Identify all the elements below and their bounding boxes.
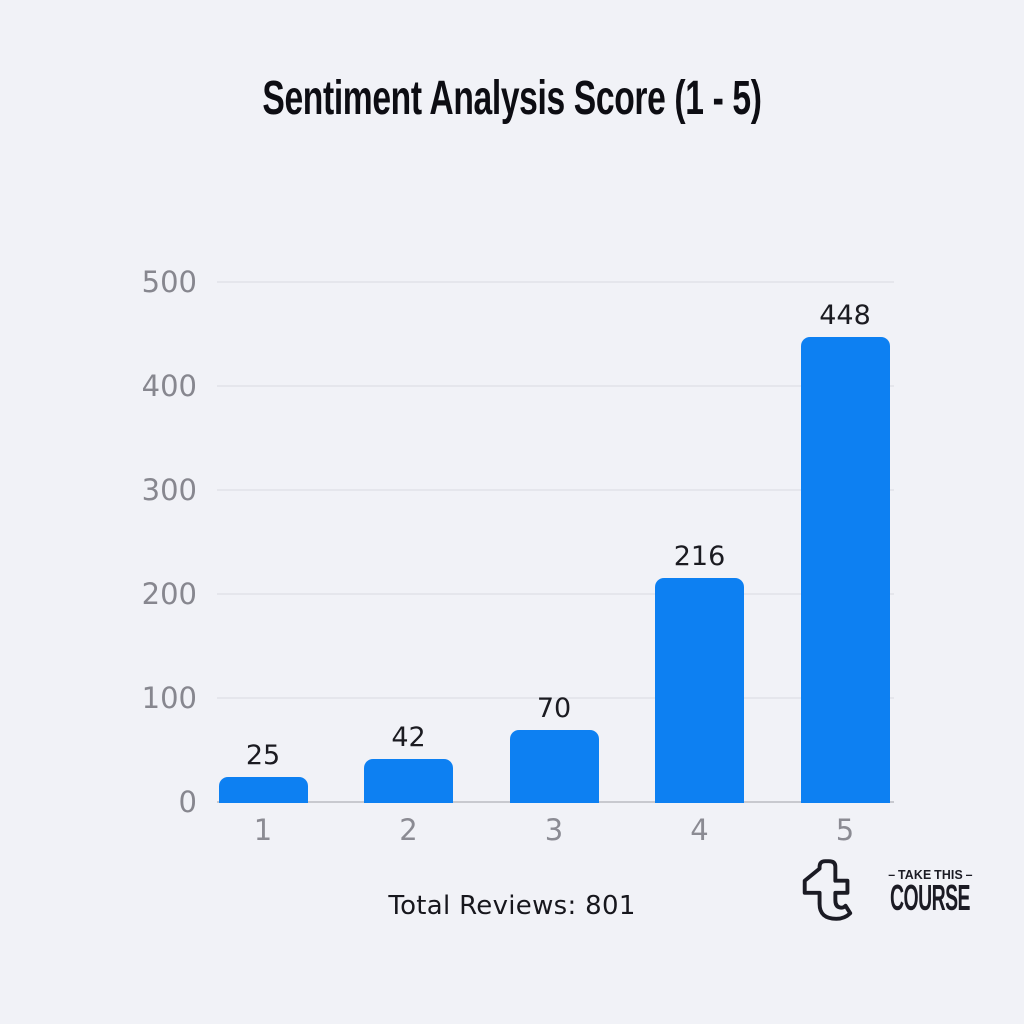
bar (655, 578, 744, 803)
x-axis-tick-label: 1 (253, 813, 273, 847)
y-axis-tick-label: 300 (141, 472, 197, 507)
y-axis-tick-label: 200 (141, 576, 197, 611)
x-axis-tick-label: 4 (690, 813, 709, 847)
take-this-course-logo: – TAKE THIS – COURSE (801, 857, 1004, 923)
x-axis-tick-label: 2 (399, 813, 418, 847)
bar-value-label: 25 (245, 740, 281, 771)
x-axis-tick-label: 5 (835, 813, 855, 847)
bar (800, 337, 890, 803)
y-axis-tick-label: 0 (178, 785, 197, 819)
logo-take-this-text: – TAKE THIS – (887, 866, 973, 882)
bar-value-label: 42 (391, 722, 426, 753)
chart-title: Sentiment Analysis Score (1 - 5) (262, 72, 762, 125)
y-axis-tick-label: 100 (141, 680, 197, 715)
gridline (217, 280, 894, 283)
bar (364, 759, 453, 803)
logo-wordmark: – TAKE THIS – COURSE (856, 866, 1004, 918)
total-reviews-label: Total Reviews: 801 (388, 891, 636, 921)
gridline (217, 696, 894, 699)
letter-t-logo-icon (802, 859, 853, 921)
bar-value-label: 216 (673, 541, 726, 572)
gridline (217, 384, 894, 387)
logo-course-text: COURSE (890, 876, 970, 918)
y-axis-tick-label: 500 (141, 264, 197, 299)
y-axis-tick-label: 400 (141, 368, 197, 403)
bar (509, 730, 599, 803)
bar-value-label: 448 (819, 300, 871, 331)
bar-value-label: 70 (536, 693, 572, 724)
gridline (217, 592, 894, 595)
gridline (217, 488, 894, 491)
bar (218, 777, 308, 803)
x-axis-tick-label: 3 (544, 813, 564, 847)
